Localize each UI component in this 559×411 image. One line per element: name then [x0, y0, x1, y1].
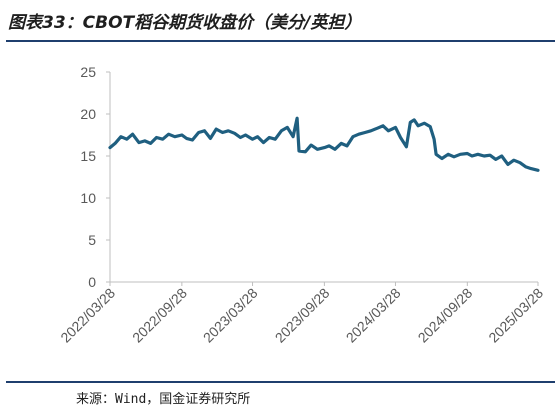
- plot-area: [108, 116, 540, 172]
- y-tick-label: 5: [88, 232, 96, 248]
- x-tick-label: 2024/03/28: [343, 285, 404, 346]
- x-tick-label: 2023/03/28: [200, 285, 261, 346]
- bottom-rule: [6, 381, 555, 383]
- y-tick-label: 0: [88, 274, 96, 290]
- series-line: [108, 116, 540, 172]
- y-tick-label: 25: [80, 64, 96, 80]
- x-axis: 2022/03/28 2022/09/28 2023/03/28 2023/09/28…: [57, 281, 546, 346]
- x-tick-label: 2022/03/28: [57, 285, 118, 346]
- top-rule: [6, 40, 555, 42]
- y-tick-label: 20: [80, 106, 96, 122]
- x-tick-label: 2022/09/28: [129, 285, 190, 346]
- x-tick-label: 2024/09/28: [415, 285, 476, 346]
- x-tick-label: 2023/09/28: [272, 285, 333, 346]
- y-tick-label: 15: [80, 148, 96, 164]
- price-line-chart: 0 5 10 15 20 25 2022/03/28 2022/09/28 2023/03/2…: [57, 64, 546, 346]
- y-tick-label: 10: [80, 190, 96, 206]
- source-note: 来源：Wind，国金证券研究所: [76, 392, 251, 407]
- y-axis: 0 5 10 15 20 25: [80, 64, 111, 290]
- x-tick-label: 2025/03/28: [485, 285, 546, 346]
- chart-title: 图表33：CBOT稻谷期货收盘价（美分/英担）: [8, 13, 362, 33]
